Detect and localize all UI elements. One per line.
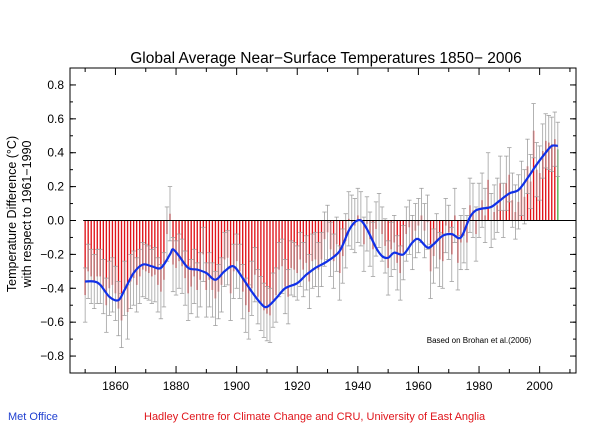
data-bar [111, 220, 114, 285]
y-tick-label: 0.2 [47, 180, 64, 194]
data-bar [129, 220, 132, 282]
y-axis-label: Temperature Difference (°C) with respect… [5, 136, 34, 292]
data-bar [132, 220, 135, 279]
data-bar [532, 130, 535, 221]
data-bar [263, 220, 265, 311]
data-bar [284, 220, 286, 287]
data-bar [139, 220, 141, 277]
x-tick-label: 1980 [466, 379, 493, 393]
data-bar [260, 220, 262, 304]
data-bar [84, 220, 86, 296]
data-bar [120, 220, 123, 321]
data-bar [151, 220, 153, 277]
data-bar [190, 220, 192, 287]
data-bar [196, 220, 198, 290]
data-bar [551, 144, 553, 221]
data-bar [108, 220, 111, 289]
data-bar [242, 220, 244, 292]
y-tick-label: 0.8 [47, 78, 64, 92]
x-tick-label: 1900 [223, 379, 250, 393]
data-bar [214, 220, 217, 299]
data-bar [96, 220, 98, 277]
data-bar [114, 220, 117, 294]
data-bar [157, 220, 159, 285]
data-bar [272, 220, 274, 301]
data-bar [220, 220, 223, 285]
data-bar [199, 220, 201, 280]
data-bar [90, 220, 92, 277]
y-tick-label: −0.6 [40, 315, 64, 329]
data-bar [193, 220, 195, 277]
data-bar [257, 220, 259, 297]
data-bar [187, 220, 189, 294]
y-tick-label: −0.2 [40, 247, 64, 261]
x-tick-label: 1880 [163, 379, 190, 393]
data-bar [275, 220, 277, 296]
x-tick-label: 1860 [102, 379, 129, 393]
data-bar [266, 220, 268, 314]
x-tick-label: 1920 [284, 379, 311, 393]
data-bar [135, 220, 138, 285]
data-bar [99, 220, 101, 277]
chart-container: Global Average Near−Surface Temperatures… [5, 50, 577, 393]
data-bar [245, 220, 247, 306]
data-bar [93, 220, 95, 282]
data-bar [251, 220, 253, 289]
data-bar [541, 151, 544, 221]
x-tick-label: 1960 [405, 379, 432, 393]
footer-credit: Hadley Centre for Climate Change and CRU… [144, 411, 486, 423]
y-tick-label: 0.4 [47, 146, 64, 160]
data-bar [184, 220, 186, 279]
y-tick-label: 0.6 [47, 112, 64, 126]
data-bar [217, 220, 220, 292]
data-bar [117, 220, 120, 309]
y-axis-label-line2: with respect to 1961−1990 [20, 140, 34, 288]
footer-met-office: Met Office [8, 411, 58, 423]
y-tick-label: 0.0 [47, 214, 64, 228]
data-bar [557, 149, 559, 221]
y-tick-label: −0.4 [40, 281, 64, 295]
data-bar [126, 220, 129, 312]
data-bar [123, 220, 126, 289]
data-bar [163, 220, 165, 280]
data-bar [548, 142, 550, 221]
data-bar [248, 220, 250, 312]
data-bar [205, 220, 208, 290]
data-bar [160, 220, 162, 292]
y-tick-label: −0.8 [40, 349, 64, 363]
data-bar [308, 220, 311, 282]
data-bar [208, 220, 211, 280]
y-axis-label-line1: Temperature Difference (°C) [5, 136, 19, 292]
data-bar [102, 220, 105, 287]
chart-title: Global Average Near−Surface Temperatures… [130, 50, 522, 67]
data-bar [211, 220, 214, 290]
smoothed-trend-line [85, 144, 558, 309]
chart-annotation: Based on Brohan et al.(2006) [427, 336, 532, 345]
data-bar [105, 220, 108, 306]
data-bar [287, 220, 289, 297]
data-bar [229, 220, 232, 294]
data-bar [269, 220, 271, 316]
temperature-chart: Global Average Near−Surface Temperatures… [5, 50, 577, 393]
data-bar [545, 140, 547, 221]
x-tick-label: 2000 [526, 379, 553, 393]
x-tick-label: 1940 [344, 379, 371, 393]
data-bar [554, 139, 556, 221]
